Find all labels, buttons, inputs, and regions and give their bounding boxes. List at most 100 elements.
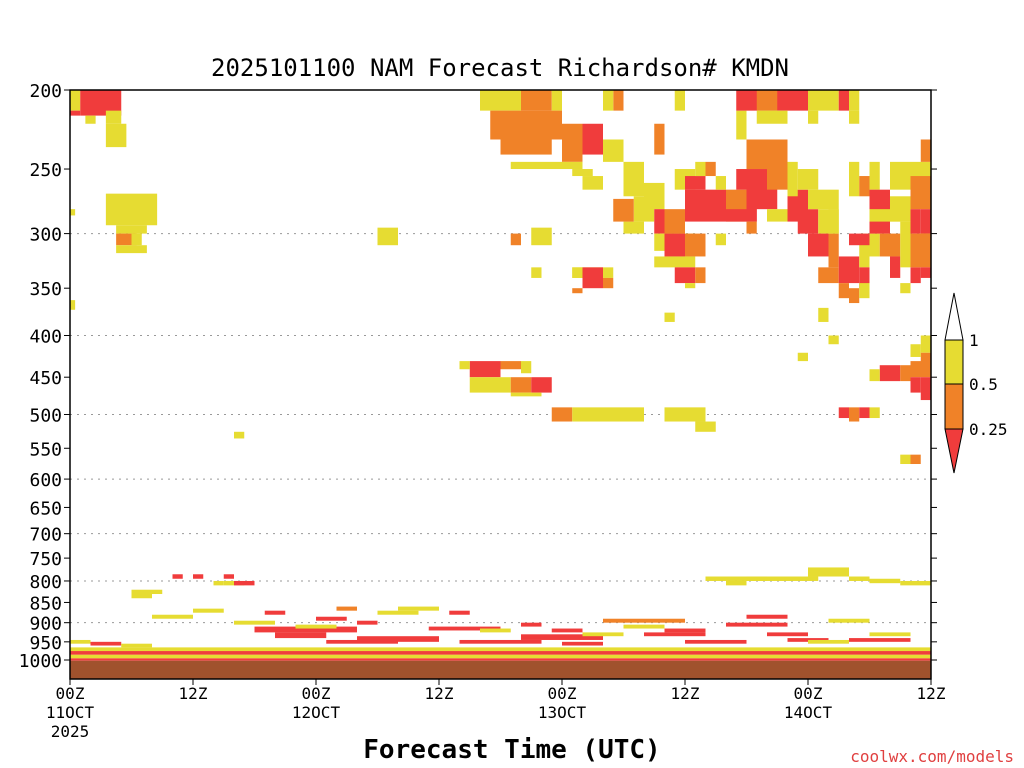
ri-cell — [603, 618, 685, 623]
ri-cell — [459, 639, 542, 644]
x-axis-label: Forecast Time (UTC) — [363, 735, 660, 765]
watermark: coolwx.com/models — [850, 747, 1014, 766]
ri-cell — [828, 233, 839, 268]
ri-cell — [654, 209, 665, 234]
ri-cell — [838, 90, 849, 111]
ri-cell — [644, 632, 706, 637]
y-tick-label: 200 — [29, 81, 62, 102]
ri-cell — [869, 233, 880, 257]
ri-cell — [849, 161, 860, 197]
ri-cell — [685, 233, 706, 257]
ri-cell — [131, 589, 152, 599]
ri-cell — [234, 431, 245, 439]
ri-cell — [685, 176, 706, 190]
ri-cell — [879, 365, 901, 382]
x-tick-label: 2025 — [51, 722, 90, 741]
ri-cell — [900, 221, 911, 268]
ri-cell — [787, 638, 829, 642]
x-tick-label: 12Z — [671, 684, 700, 703]
ri-cell — [336, 606, 357, 611]
ri-cell — [910, 454, 921, 465]
ri-cell — [152, 589, 163, 595]
ri-cell — [910, 377, 921, 393]
x-tick-label: 13OCT — [538, 703, 587, 722]
legend: 1 0.5 0.25 — [944, 292, 1008, 474]
ri-cell — [859, 283, 870, 299]
ri-cell — [623, 161, 644, 197]
ri-cell — [70, 639, 91, 644]
ri-cell — [664, 209, 685, 234]
ri-cell — [900, 454, 911, 465]
ri-cell — [910, 161, 931, 177]
ri-cell — [582, 123, 603, 155]
ri-cell — [869, 161, 880, 190]
ri-cell — [900, 365, 911, 382]
y-tick-label: 800 — [29, 572, 62, 593]
legend-label: 0.5 — [969, 375, 998, 394]
y-tick-label: 850 — [29, 593, 62, 614]
ri-cell — [654, 256, 696, 268]
ri-cell — [500, 361, 521, 370]
ri-cell — [736, 169, 747, 190]
ri-cell — [521, 622, 542, 627]
ri-cell — [879, 233, 901, 257]
y-tick-label: 1000 — [19, 651, 62, 672]
y-tick-label: 400 — [29, 326, 62, 347]
ri-cell — [756, 90, 778, 111]
ri-cell — [377, 227, 398, 246]
ri-cell — [849, 233, 870, 246]
ri-cell — [551, 407, 573, 422]
legend-label: 1 — [969, 331, 979, 350]
ri-cell — [859, 267, 870, 289]
ri-cell — [582, 176, 603, 190]
ri-cell — [562, 123, 583, 162]
y-axis: 200 250 300 350 400 450 500 550 600 650 700 7508008… — [19, 81, 937, 672]
ri-cell — [85, 115, 96, 124]
y-tick-label: 700 — [29, 525, 62, 546]
ri-cell — [859, 176, 870, 197]
y-tick-label: 300 — [29, 225, 62, 246]
ri-cell — [70, 651, 931, 655]
x-tick-label: 12Z — [179, 684, 208, 703]
x-tick-label: 11OCT — [46, 703, 95, 722]
ri-cell — [480, 628, 511, 633]
ri-cell — [131, 233, 142, 246]
chart-title: 2025101100 NAM Forecast Richardson# KMDN — [211, 54, 789, 82]
ri-cell — [808, 189, 839, 210]
ri-cell — [695, 421, 716, 432]
ri-cell — [890, 161, 911, 190]
legend-label: 0.25 — [969, 420, 1008, 439]
legend-swatch-lt025 — [944, 428, 964, 474]
ri-cell — [808, 639, 849, 644]
ri-cell — [398, 606, 439, 611]
ri-cell — [910, 169, 931, 210]
ri-cell — [849, 110, 860, 124]
ri-cell — [70, 110, 81, 116]
ri-cell — [275, 632, 327, 639]
ri-cell — [121, 643, 152, 648]
ri-cell — [890, 196, 911, 222]
ri-cell — [797, 209, 819, 234]
ri-cell — [521, 361, 532, 374]
ri-cell — [715, 233, 726, 246]
ri-cell — [920, 377, 931, 401]
ri-cell — [869, 369, 880, 382]
ri-cell — [116, 225, 147, 234]
ri-cell — [480, 90, 521, 111]
ri-cell — [572, 169, 593, 177]
ri-cell — [705, 161, 716, 177]
ri-cell — [787, 161, 798, 197]
ri-cell — [70, 90, 81, 111]
ri-cell — [105, 123, 127, 148]
x-tick-label: 12OCT — [292, 703, 341, 722]
ri-cell — [316, 616, 347, 621]
ri-cell — [767, 632, 808, 637]
ri-cell — [890, 256, 901, 278]
ri-cell — [490, 110, 562, 140]
ri-cell — [859, 407, 870, 419]
ri-cell — [500, 139, 552, 155]
ri-cell — [193, 574, 204, 579]
ri-cell — [900, 283, 911, 294]
ri-cell — [510, 233, 521, 246]
